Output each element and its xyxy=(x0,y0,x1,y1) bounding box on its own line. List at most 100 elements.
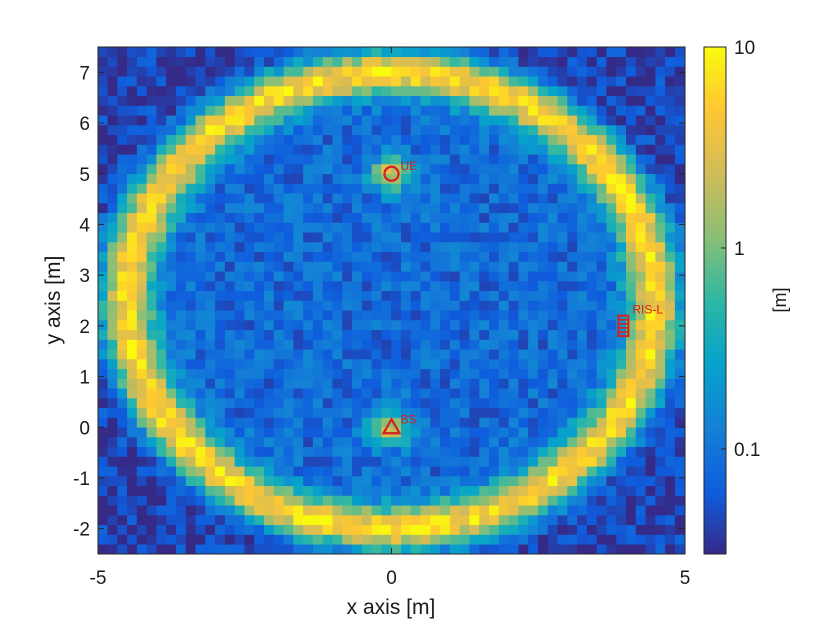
heatmap-cell xyxy=(283,95,294,106)
heatmap-cell xyxy=(391,56,402,67)
heatmap-cell xyxy=(371,280,383,292)
heatmap-cell xyxy=(645,114,656,126)
heatmap-cell xyxy=(146,358,157,370)
heatmap-cell xyxy=(577,202,588,214)
heatmap-cell xyxy=(215,173,226,184)
heatmap-cell xyxy=(224,134,236,145)
heatmap-cell xyxy=(175,231,187,243)
heatmap-cell xyxy=(459,134,471,145)
heatmap-cell xyxy=(557,514,568,526)
heatmap-cell xyxy=(567,495,578,506)
heatmap-cell xyxy=(136,378,148,389)
heatmap-cell xyxy=(381,270,392,282)
heatmap-cell xyxy=(205,66,216,77)
heatmap-cell xyxy=(127,173,138,184)
heatmap-cell xyxy=(489,75,500,87)
heatmap-cell xyxy=(303,543,314,554)
heatmap-cell xyxy=(273,261,285,272)
heatmap-cell xyxy=(400,280,412,292)
heatmap-cell xyxy=(459,280,471,292)
heatmap-cell xyxy=(156,514,167,526)
heatmap-cell xyxy=(185,475,197,487)
heatmap-cell xyxy=(518,495,529,506)
heatmap-cell xyxy=(166,329,177,340)
heatmap-cell xyxy=(596,446,608,457)
heatmap-cell xyxy=(400,153,412,165)
heatmap-cell xyxy=(293,485,304,496)
heatmap-cell xyxy=(489,504,500,516)
heatmap-cell xyxy=(626,192,637,204)
heatmap-cell xyxy=(381,124,392,136)
heatmap-cell xyxy=(547,251,559,262)
heatmap-cell xyxy=(136,339,148,350)
heatmap-cell xyxy=(674,192,685,204)
heatmap-cell xyxy=(166,456,177,467)
heatmap-cell xyxy=(400,261,412,272)
heatmap-cell xyxy=(175,358,187,370)
heatmap-cell xyxy=(420,192,431,204)
heatmap-cell xyxy=(117,368,128,379)
heatmap-cell xyxy=(283,270,294,282)
heatmap-cell xyxy=(234,173,246,184)
heatmap-cell xyxy=(469,261,480,272)
heatmap-cell xyxy=(596,358,608,370)
heatmap-cell xyxy=(127,56,138,67)
heatmap-cell xyxy=(420,368,431,379)
heatmap-cell xyxy=(98,446,109,457)
heatmap-cell xyxy=(156,47,167,58)
heatmap-cell xyxy=(645,426,656,438)
heatmap-cell xyxy=(244,47,255,58)
heatmap-cell xyxy=(469,329,480,340)
heatmap-cell xyxy=(342,105,353,116)
heatmap-cell xyxy=(430,47,441,58)
heatmap-cell xyxy=(430,183,441,194)
heatmap-cell xyxy=(547,339,559,350)
heatmap-cell xyxy=(342,378,353,389)
heatmap-cell xyxy=(498,212,510,223)
heatmap-cell xyxy=(635,465,647,477)
heatmap-cell xyxy=(645,358,656,370)
heatmap-cell xyxy=(616,95,627,106)
heatmap-cell xyxy=(205,465,216,477)
heatmap-cell xyxy=(596,105,608,116)
heatmap-cell xyxy=(459,339,471,350)
heatmap-cell xyxy=(489,426,500,438)
heatmap-cell xyxy=(616,436,627,448)
heatmap-cell xyxy=(518,95,529,106)
heatmap-cell xyxy=(469,95,480,106)
heatmap-cell xyxy=(557,456,568,467)
heatmap-cell xyxy=(430,85,441,97)
heatmap-cell xyxy=(498,514,510,526)
heatmap-cell xyxy=(430,192,441,204)
heatmap-cell xyxy=(449,290,461,301)
heatmap-cell xyxy=(156,183,167,194)
heatmap-cell xyxy=(303,212,314,223)
heatmap-cell xyxy=(528,153,539,165)
heatmap-cell xyxy=(322,378,334,389)
heatmap-cell xyxy=(557,192,568,204)
heatmap-cell xyxy=(586,192,598,204)
heatmap-cell xyxy=(635,66,647,77)
heatmap-cell xyxy=(283,85,294,97)
heatmap-cell xyxy=(606,504,617,516)
heatmap-cell xyxy=(254,202,265,214)
heatmap-cell xyxy=(312,222,324,233)
heatmap-cell xyxy=(459,358,471,370)
heatmap-cell xyxy=(537,192,549,204)
heatmap-cell xyxy=(322,465,334,477)
heatmap-cell xyxy=(626,534,637,545)
heatmap-cell xyxy=(98,134,109,145)
heatmap-cell xyxy=(185,456,197,467)
heatmap-cell xyxy=(547,144,559,155)
heatmap-cell xyxy=(224,378,236,389)
heatmap-cell xyxy=(420,105,431,116)
heatmap-cell xyxy=(361,417,373,428)
heatmap-cell xyxy=(283,426,294,438)
heatmap-cell xyxy=(371,368,383,379)
heatmap-cell xyxy=(616,319,627,331)
heatmap-cell xyxy=(430,114,441,126)
heatmap-cell xyxy=(479,153,490,165)
heatmap-cell xyxy=(508,212,519,223)
heatmap-cell xyxy=(156,329,167,340)
heatmap-cell xyxy=(185,56,197,67)
